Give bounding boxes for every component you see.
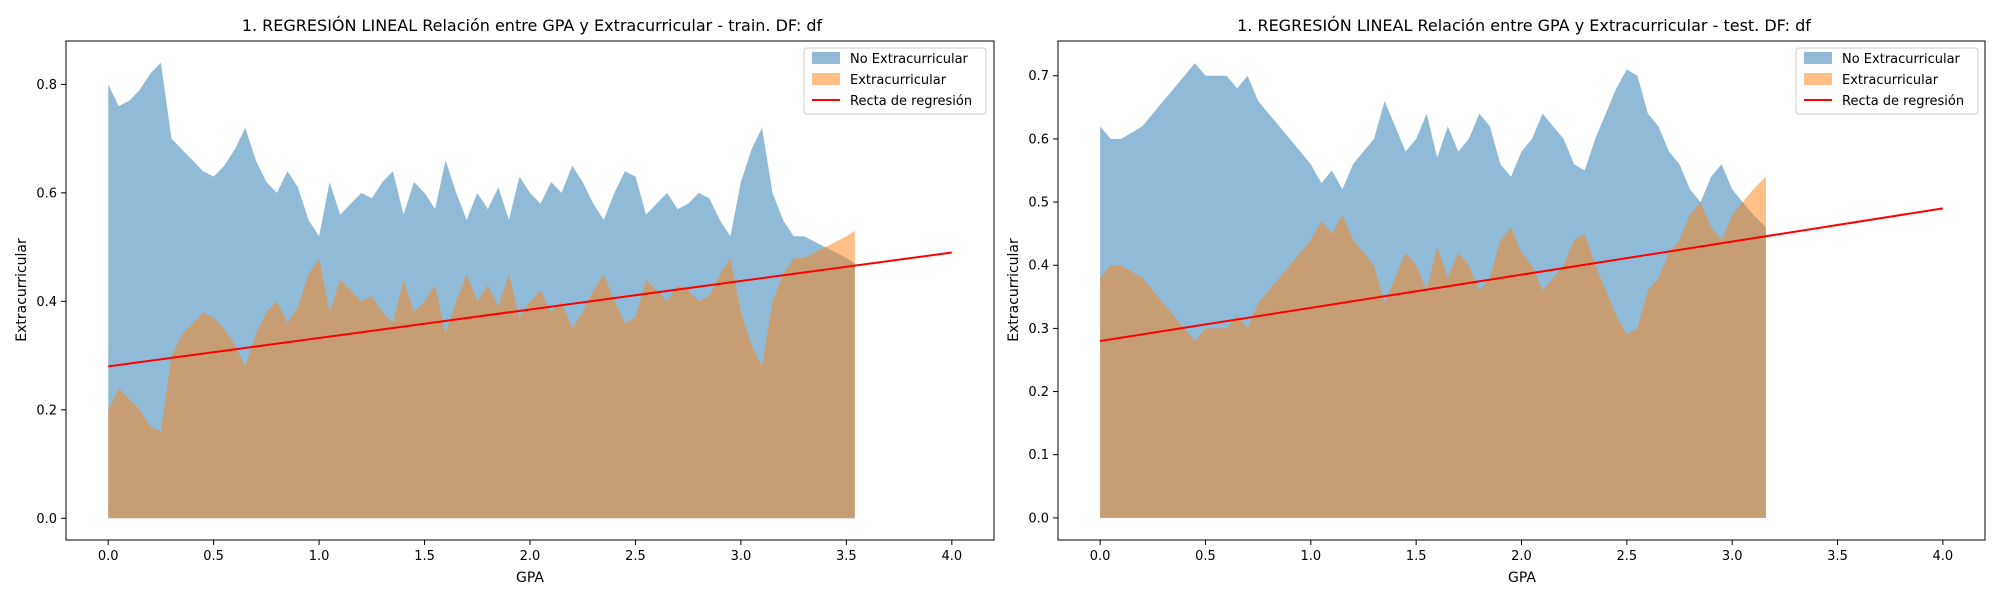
test-subplot: 1. REGRESIÓN LINEAL Relación entre GPA y… <box>1006 16 1986 586</box>
test-y-axis-label: Extracurricular <box>1006 238 1022 342</box>
test-y-tick-label: 0.7 <box>1028 69 1049 84</box>
train-subplot: 1. REGRESIÓN LINEAL Relación entre GPA y… <box>14 16 995 586</box>
test-y-tick-label: 0.4 <box>1028 259 1049 274</box>
test-legend-label-extracurricular: Extracurricular <box>1842 73 1939 88</box>
train-x-tick-label: 3.0 <box>731 549 752 564</box>
test-legend-swatch-extracurricular <box>1804 73 1832 85</box>
train-x-tick-label: 0.0 <box>98 549 119 564</box>
test-regression-line <box>1099 207 1944 343</box>
test-legend-label-regression: Recta de regresión <box>1842 94 1964 109</box>
train-x-tick-label: 1.5 <box>414 549 435 564</box>
test-x-tick-label: 0.0 <box>1090 549 1111 564</box>
train-legend-box <box>803 47 987 115</box>
train-legend-swatch-extracurricular <box>812 73 840 85</box>
train-y-axis-label: Extracurricular <box>14 238 30 342</box>
train-legend-swatch-no-extracurricular <box>812 52 840 64</box>
test-x-tick-label: 4.0 <box>1933 549 1954 564</box>
test-legend-swatch-no-extracurricular <box>1804 52 1832 64</box>
test-x-tick-label: 1.5 <box>1406 549 1427 564</box>
train-y-tick-label: 0.2 <box>36 403 57 418</box>
train-area-extracurricular <box>108 230 855 519</box>
test-x-ticks: 0.0 0.5 1.0 1.5 2.0 2.5 3.0 3.5 4.0 <box>1090 540 1953 564</box>
test-area-extracurricular <box>1100 176 1766 518</box>
train-x-tick-label: 2.5 <box>625 549 646 564</box>
test-chart-title: 1. REGRESIÓN LINEAL Relación entre GPA y… <box>1237 16 1811 35</box>
test-y-tick-label: 0.6 <box>1028 132 1049 147</box>
train-y-ticks: 0.0 0.2 0.4 0.6 0.8 <box>36 78 66 527</box>
test-y-tick-label: 0.0 <box>1028 511 1049 526</box>
test-y-ticks: 0.0 0.1 0.2 0.3 0.4 0.5 0.6 0.7 <box>1028 69 1058 526</box>
test-legend: No Extracurricular Extracurricular Recta… <box>1795 47 1979 115</box>
test-plot-area <box>1099 63 1944 518</box>
train-legend-label-regression: Recta de regresión <box>850 94 972 109</box>
train-x-tick-label: 0.5 <box>203 549 224 564</box>
test-legend-label-no-extracurricular: No Extracurricular <box>1842 52 1961 67</box>
test-y-tick-label: 0.3 <box>1028 322 1049 337</box>
train-y-tick-label: 0.8 <box>36 78 57 93</box>
train-y-tick-label: 0.4 <box>36 295 57 310</box>
train-x-axis-label: GPA <box>516 570 544 586</box>
train-legend-label-extracurricular: Extracurricular <box>850 73 947 88</box>
train-regression-line <box>108 251 952 368</box>
test-x-axis-label: GPA <box>1508 570 1536 586</box>
test-x-tick-label: 3.5 <box>1827 549 1848 564</box>
test-y-tick-label: 0.2 <box>1028 385 1049 400</box>
train-x-tick-label: 2.0 <box>520 549 541 564</box>
train-y-tick-label: 0.0 <box>36 512 57 527</box>
train-chart-title: 1. REGRESIÓN LINEAL Relación entre GPA y… <box>242 16 823 35</box>
train-legend: No Extracurricular Extracurricular Recta… <box>803 47 987 115</box>
test-x-tick-label: 0.5 <box>1195 549 1216 564</box>
train-y-tick-label: 0.6 <box>36 186 57 201</box>
test-x-tick-label: 3.0 <box>1722 549 1743 564</box>
test-x-tick-label: 2.5 <box>1616 549 1637 564</box>
test-x-tick-label: 2.0 <box>1511 549 1532 564</box>
test-legend-box <box>1795 47 1979 115</box>
train-x-tick-label: 4.0 <box>941 549 962 564</box>
train-x-tick-label: 1.0 <box>309 549 330 564</box>
test-y-tick-label: 0.1 <box>1028 448 1049 463</box>
train-legend-label-no-extracurricular: No Extracurricular <box>850 52 969 67</box>
test-y-tick-label: 0.5 <box>1028 196 1049 211</box>
train-x-ticks: 0.0 0.5 1.0 1.5 2.0 2.5 3.0 3.5 4.0 <box>98 540 962 564</box>
test-x-tick-label: 1.0 <box>1300 549 1321 564</box>
train-x-tick-label: 3.5 <box>836 549 857 564</box>
train-plot-area <box>108 62 952 519</box>
